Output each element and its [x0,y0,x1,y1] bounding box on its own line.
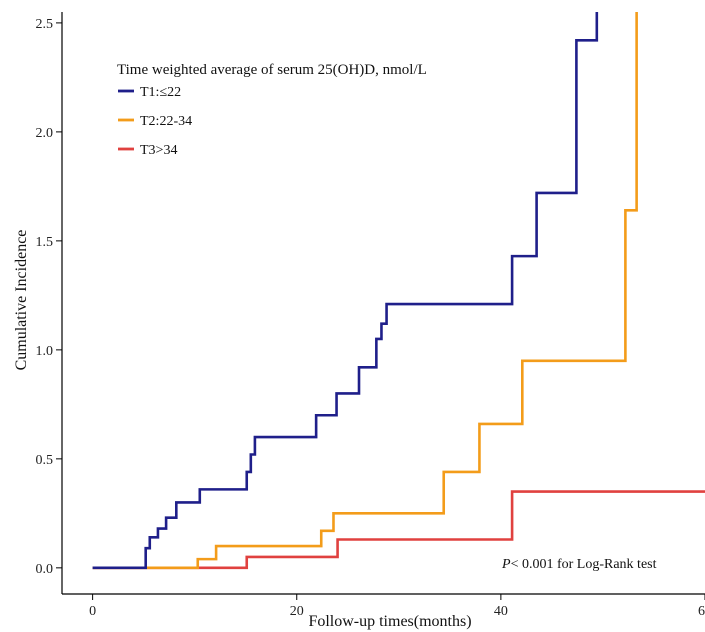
y-tick-label: 1.0 [36,344,54,359]
x-axis-title: Follow-up times(months) [308,613,471,630]
legend-label-1: T1:≤22 [140,85,181,100]
legend-title: Time weighted average of serum 25(OH)D, … [117,62,427,78]
y-axis-title: Cumulative Incidence [13,230,30,371]
plot-area [92,12,705,570]
x-tick-label: 20 [290,604,304,619]
x-tick-label: 40 [494,604,508,619]
x-tick-label: 0 [89,604,96,619]
series-line-2 [92,12,638,570]
legend-label-3: T3>34 [140,143,177,158]
y-tick-label: 0.5 [36,453,54,468]
legend: Time weighted average of serum 25(OH)D, … [117,62,427,158]
y-tick-label: 2.0 [36,126,54,141]
annotation-p: P [501,557,511,572]
logrank-annotation: P< 0.001 for Log-Rank test [501,557,657,572]
x-tick-label: 60 [698,604,705,619]
series-line-1 [92,12,599,570]
y-tick-label: 1.5 [36,235,54,250]
legend-label-2: T2:22-34 [140,114,192,129]
y-tick-label: 0.0 [36,562,54,577]
y-tick-label: 2.5 [36,17,54,32]
annotation-text: < 0.001 for Log-Rank test [511,557,657,572]
ticks: 0 20 40 60 0.0 0.5 1.0 1.5 2.0 2.5 [36,17,705,619]
series-line-3 [92,490,705,570]
axes [61,12,705,595]
